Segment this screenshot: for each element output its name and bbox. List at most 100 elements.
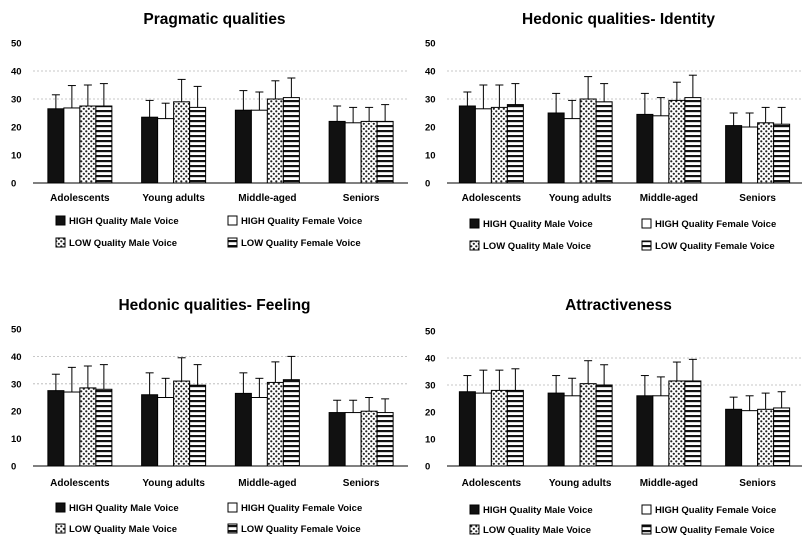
chart-panel-4: Attractiveness 0 10 20 30 40 50 Adolescents Youn… — [425, 297, 802, 536]
bar-high-female-0 — [63, 391, 81, 467]
bar-low-male-0 — [490, 389, 508, 467]
x-category-label: Middle-aged — [238, 193, 296, 204]
chart-title: Hedonic qualities- Feeling — [118, 297, 310, 314]
bar-low-female-1 — [595, 101, 613, 184]
y-tick-label: 20 — [11, 123, 22, 134]
x-category-label: Adolescents — [50, 478, 110, 489]
bar-high-male-0 — [458, 105, 476, 184]
y-tick-label: 30 — [11, 95, 22, 106]
bar-low-male-3 — [757, 408, 775, 467]
bar-low-male-2 — [668, 380, 686, 467]
bar-low-female-3 — [773, 123, 791, 184]
legend-swatch-low-male — [469, 240, 480, 251]
y-tick-label: 50 — [425, 39, 436, 50]
chart-panel-1: Pragmatic qualities 0 10 20 30 40 50 Adolescent… — [11, 11, 408, 249]
y-tick-label: 40 — [11, 67, 22, 78]
bar-low-male-0 — [79, 387, 97, 467]
bar-high-male-0 — [458, 391, 476, 467]
bar-high-female-3 — [741, 126, 759, 184]
bar-low-male-3 — [360, 120, 378, 184]
legend-swatch-high-female — [641, 504, 652, 515]
bar-high-male-2 — [636, 395, 654, 467]
legend-label-low-male: LOW Quality Male Voice — [69, 524, 177, 535]
bar-low-female-1 — [595, 384, 613, 467]
y-tick-label: 0 — [425, 179, 430, 190]
x-category-label: Seniors — [343, 478, 380, 489]
bar-low-female-2 — [282, 379, 300, 467]
bar-high-male-2 — [234, 392, 252, 467]
y-tick-label: 30 — [11, 379, 22, 390]
y-tick-label: 20 — [425, 123, 436, 134]
y-tick-label: 0 — [425, 462, 430, 473]
bar-high-male-0 — [47, 390, 65, 467]
x-category-label: Adolescents — [50, 193, 110, 204]
y-tick-label: 30 — [425, 381, 436, 392]
legend-swatch-high-male — [469, 218, 480, 229]
legend-label-high-male: HIGH Quality Male Voice — [483, 505, 593, 516]
legend-label-high-male: HIGH Quality Male Voice — [69, 503, 179, 514]
bar-low-female-0 — [95, 105, 113, 184]
x-category-label: Seniors — [739, 478, 776, 489]
legend-swatch-high-male — [55, 215, 66, 226]
legend-label-low-female: LOW Quality Female Voice — [655, 525, 775, 536]
bar-low-male-2 — [266, 98, 284, 184]
x-category-label: Middle-aged — [640, 478, 698, 489]
bar-low-male-0 — [490, 106, 508, 184]
x-category-label: Adolescents — [462, 478, 522, 489]
bar-high-female-1 — [563, 395, 581, 467]
bar-low-male-3 — [360, 410, 378, 467]
y-tick-label: 10 — [11, 151, 22, 162]
chart-panel-2: Hedonic qualities- Identity 0 10 20 30 40 50 Ad… — [425, 11, 802, 252]
bar-low-female-1 — [189, 106, 207, 184]
legend-label-high-female: HIGH Quality Female Voice — [241, 216, 362, 227]
bar-high-female-2 — [250, 397, 268, 467]
chart-title: Attractiveness — [565, 297, 672, 314]
bar-high-female-2 — [652, 395, 670, 467]
bar-high-female-0 — [63, 107, 81, 184]
legend-label-high-male: HIGH Quality Male Voice — [69, 216, 179, 227]
legend-swatch-low-male — [469, 524, 480, 535]
bar-high-female-3 — [741, 410, 759, 467]
legend-label-high-female: HIGH Quality Female Voice — [241, 503, 362, 514]
bar-high-female-3 — [344, 122, 362, 184]
bar-high-male-2 — [636, 113, 654, 184]
x-category-label: Young adults — [549, 193, 612, 204]
x-category-label: Middle-aged — [640, 193, 698, 204]
bar-low-female-3 — [376, 120, 394, 184]
bar-low-female-1 — [189, 384, 207, 467]
bar-low-male-0 — [79, 105, 97, 184]
bar-high-male-0 — [47, 108, 65, 184]
y-tick-label: 0 — [11, 179, 16, 190]
legend-label-high-female: HIGH Quality Female Voice — [655, 505, 776, 516]
bar-low-female-3 — [773, 407, 791, 467]
bar-low-female-2 — [684, 380, 702, 467]
bar-high-male-3 — [328, 412, 346, 467]
x-category-label: Seniors — [739, 193, 776, 204]
legend-swatch-low-female — [227, 523, 238, 534]
y-tick-label: 10 — [11, 434, 22, 445]
y-tick-label: 40 — [425, 354, 436, 365]
bar-high-female-0 — [474, 392, 492, 467]
legend-label-low-male: LOW Quality Male Voice — [69, 238, 177, 249]
bar-high-male-3 — [725, 125, 743, 184]
chart-title: Pragmatic qualities — [143, 11, 285, 28]
y-tick-label: 10 — [425, 151, 436, 162]
bar-high-female-1 — [157, 397, 175, 467]
bar-high-male-1 — [141, 394, 159, 467]
legend-swatch-high-female — [227, 502, 238, 513]
bar-high-female-3 — [344, 412, 362, 467]
legend-label-low-male: LOW Quality Male Voice — [483, 241, 591, 252]
bar-low-female-2 — [282, 97, 300, 184]
legend-label-high-female: HIGH Quality Female Voice — [655, 219, 776, 230]
chart-panel-3: Hedonic qualities- Feeling 0 10 20 30 40 50 Ado… — [11, 297, 408, 535]
y-tick-label: 50 — [11, 39, 22, 50]
y-tick-label: 30 — [425, 95, 436, 106]
legend-swatch-high-male — [469, 504, 480, 515]
y-tick-label: 40 — [11, 352, 22, 363]
y-tick-label: 20 — [11, 407, 22, 418]
bar-low-male-1 — [579, 383, 597, 467]
x-category-label: Adolescents — [462, 193, 522, 204]
legend-label-low-male: LOW Quality Male Voice — [483, 525, 591, 536]
